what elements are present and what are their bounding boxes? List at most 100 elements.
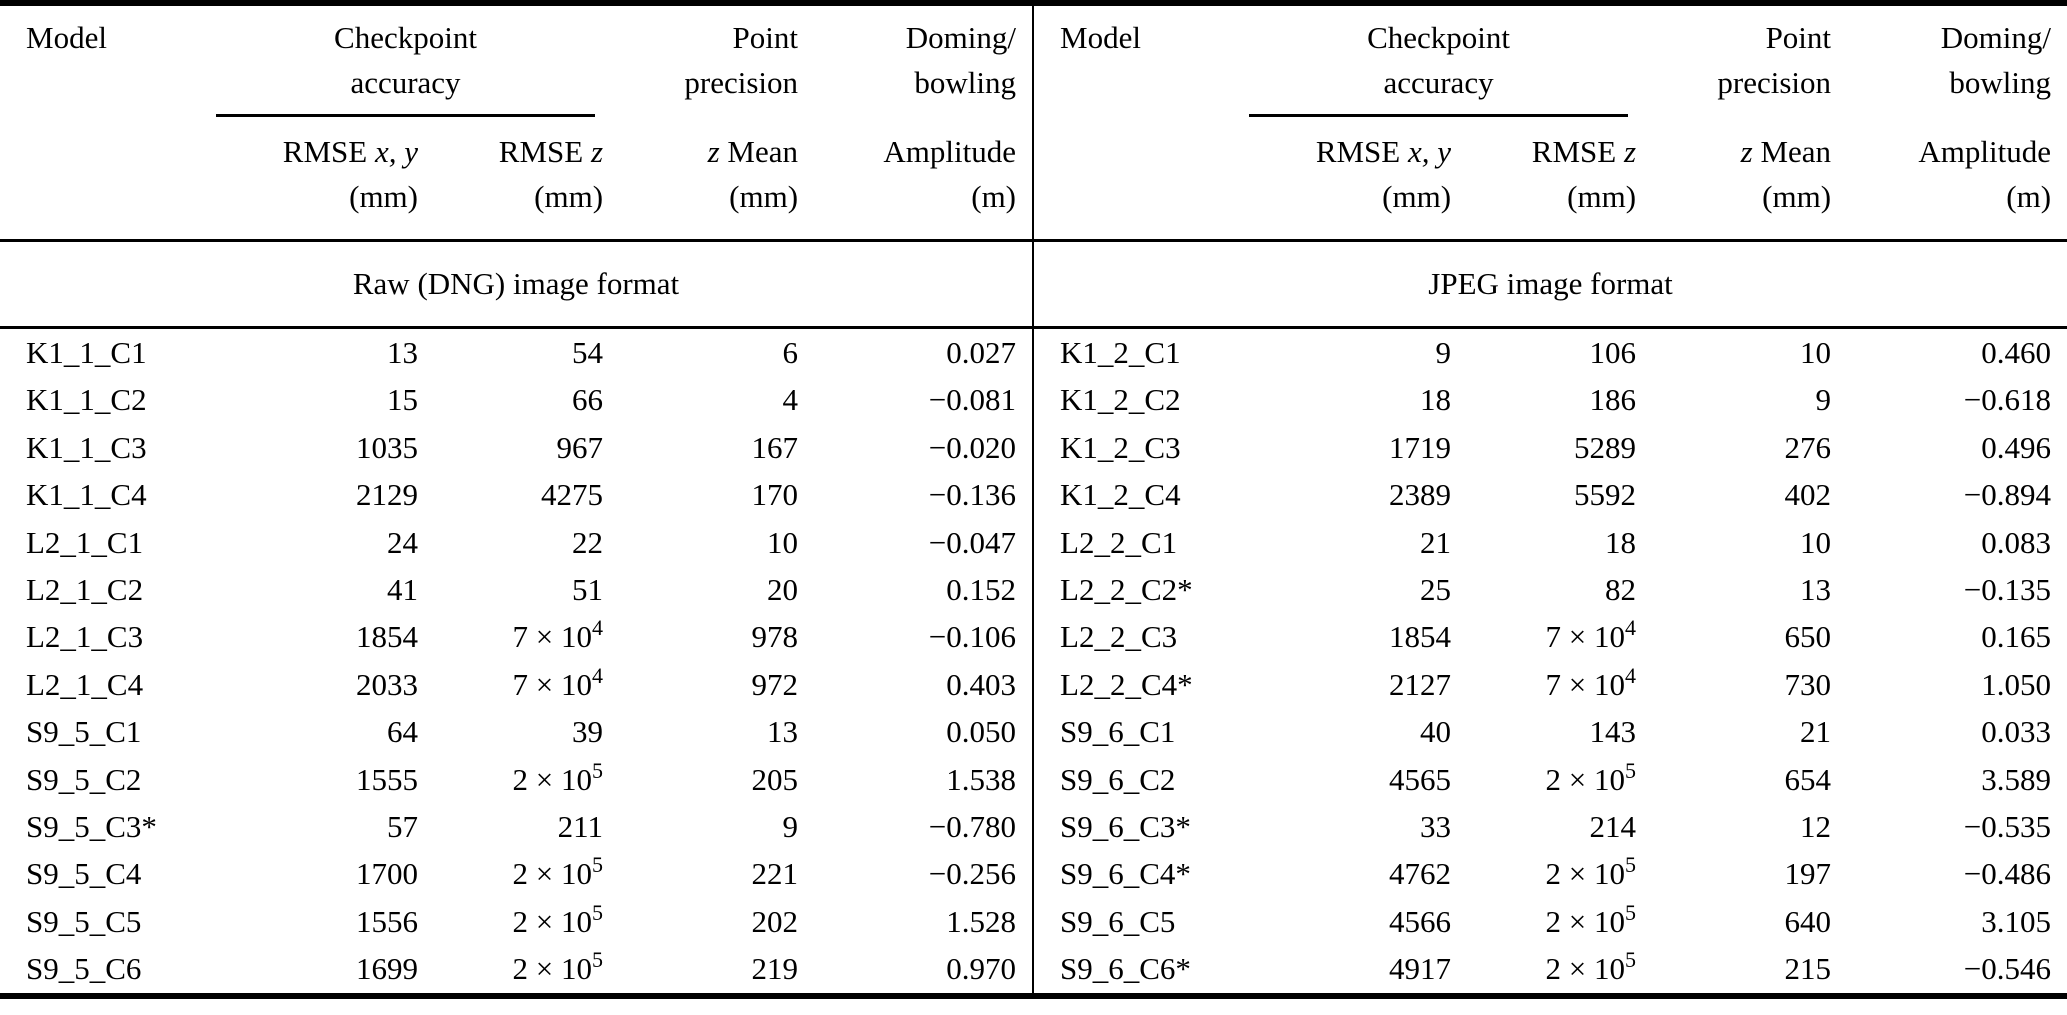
z-mean-cell: 4	[782, 382, 799, 418]
rmse-z-cell: 54	[572, 335, 604, 370]
amplitude-cell: 3.589	[1981, 761, 2052, 797]
table-row: L2_1_C3 1854 7 × 104 978 −0.106 L2_2_C3 1854 7 …	[0, 613, 2067, 661]
amplitude-cell: −0.546	[1963, 951, 2052, 987]
z-mean-cell: 730	[1784, 666, 1832, 702]
z-mean-cell: 640	[1784, 903, 1832, 939]
model-cell: L2_2_C1	[1060, 524, 1178, 560]
amplitude-cell: 0.033	[1981, 714, 2052, 750]
subheader-rmse-z-right: RMSE z (mm)	[1453, 117, 1638, 241]
rmse-xy-cell: 2389	[1389, 477, 1452, 513]
exponent: 4	[592, 662, 604, 688]
rmse-z-cell: 143	[1589, 714, 1637, 750]
model-cell: K1_2_C1	[1060, 335, 1181, 370]
amplitude-cell: −0.618	[1963, 382, 2052, 418]
z-mean-cell: 6	[782, 335, 799, 370]
z-mean-cell: 221	[751, 856, 799, 892]
model-cell: K1_2_C3	[1060, 429, 1181, 465]
amplitude-cell: 0.152	[800, 566, 1035, 614]
section-jpeg: JPEG image format	[1033, 239, 2067, 329]
rmse-z-cell: 186	[1589, 382, 1637, 418]
doming-line2: bowling	[1949, 65, 2052, 100]
rmse-z-cell: 967	[556, 429, 604, 465]
model-cell: L2_2_C4*	[1060, 666, 1193, 702]
table-row: K1_1_C3 1035 967 167 −0.020 K1_2_C3 1719 5289 27…	[0, 423, 2067, 472]
subheader-empty-right	[1033, 117, 1223, 241]
table-row: S9_5_C6 1699 2 × 105 219 0.970 S9_6_C6* 4917 2 …	[0, 945, 2067, 996]
z-mean-cell: 167	[751, 429, 799, 465]
rmse-xy-cell: 4917	[1389, 951, 1452, 987]
table-row: S9_5_C2 1555 2 × 105 205 1.538 S9_6_C2 4565 2 ×…	[0, 755, 2067, 804]
rmse-z-cell: 2 × 105	[512, 947, 604, 987]
exponent: 5	[592, 947, 604, 973]
model-cell: K1_2_C2	[1060, 382, 1181, 418]
z-mean-cell: 10	[1800, 524, 1832, 560]
model-cell: L2_1_C3	[26, 619, 144, 655]
point-line2: precision	[684, 65, 799, 100]
exponent: 5	[592, 757, 604, 783]
rmse-z-cell: 7 × 104	[1545, 662, 1637, 702]
amplitude-cell: −0.535	[1963, 809, 2052, 845]
table-row: K1_1_C1 13 54 6 0.027 K1_2_C1 9 106 10 0.460	[0, 327, 2067, 377]
model-cell: S9_5_C1	[26, 714, 142, 750]
exponent: 5	[1625, 852, 1637, 878]
z-mean-label: Mean	[1760, 134, 1832, 169]
unit-mm: (mm)	[1567, 179, 1637, 214]
header-checkpoint-accuracy-left: Checkpoint accuracy	[190, 3, 605, 117]
unit-mm: (mm)	[1382, 179, 1452, 214]
z-mean-cell: 654	[1784, 761, 1832, 797]
rmse-xy-cell: 4565	[1389, 761, 1452, 797]
rmse-z-cell: 2 × 105	[512, 852, 604, 892]
point-line2: precision	[1717, 65, 1832, 100]
checkpoint-line2: accuracy	[1383, 65, 1494, 100]
z-mean-cell: 13	[1800, 572, 1832, 608]
rmse-label: RMSE	[498, 134, 584, 169]
z-mean-cell: 978	[751, 619, 799, 655]
rmse-z-cell: 5592	[1574, 477, 1637, 513]
table-body: K1_1_C1 13 54 6 0.027 K1_2_C1 9 106 10 0.460 K1_1_…	[0, 327, 2067, 996]
header-point-precision-left: Point precision	[605, 3, 800, 117]
unit-mm: (mm)	[349, 179, 418, 214]
subheader-empty-left	[0, 117, 190, 241]
rmse-xy-cell: 25	[1420, 572, 1452, 608]
rmse-xy-cell: 1035	[356, 429, 418, 465]
exponent: 5	[592, 899, 604, 925]
model-cell: S9_5_C2	[26, 761, 142, 797]
table-row: S9_5_C1 64 39 13 0.050 S9_6_C1 40 143 21 0.033	[0, 708, 2067, 756]
model-cell: S9_5_C5	[26, 903, 142, 939]
rmse-xy-cell: 2127	[1389, 666, 1452, 702]
header-point-precision-right: Point precision	[1638, 3, 1833, 117]
model-cell: K1_1_C3	[26, 429, 147, 465]
amplitude-cell: −0.020	[800, 423, 1035, 472]
rmse-z-cell: 2 × 105	[1545, 757, 1637, 797]
header-row-groups: Model Checkpoint accuracy Point precisio…	[0, 3, 2067, 117]
z-mean-cell: 20	[767, 572, 799, 608]
subheader-z-mean-right: z Mean (mm)	[1638, 117, 1833, 241]
z-mean-cell: 170	[751, 477, 799, 513]
z-mean-cell: 13	[767, 714, 799, 750]
amplitude-cell: −0.780	[800, 803, 1035, 851]
rmse-z-cell: 7 × 104	[512, 615, 604, 655]
model-cell: L2_2_C2*	[1060, 572, 1193, 608]
rmse-xy-cell: 57	[387, 809, 418, 845]
rmse-z-math: z	[1623, 134, 1637, 169]
z-mean-cell: 12	[1800, 809, 1832, 845]
model-cell: S9_5_C4	[26, 856, 142, 892]
rmse-z-cell: 214	[1589, 809, 1637, 845]
rmse-z-cell: 2 × 105	[512, 757, 604, 797]
rmse-z-cell: 82	[1605, 572, 1637, 608]
checkpoint-line1: Checkpoint	[334, 20, 477, 55]
rmse-xy-cell: 40	[1420, 714, 1452, 750]
model-cell: S9_5_C3*	[26, 809, 157, 845]
table-row: K1_1_C4 2129 4275 170 −0.136 K1_2_C4 2389 5592 4…	[0, 471, 2067, 519]
z-mean-cell: 9	[1815, 382, 1832, 418]
amplitude-cell: 0.050	[800, 708, 1035, 756]
z-mean-cell: 650	[1784, 619, 1832, 655]
rmse-z-cell: 18	[1605, 524, 1637, 560]
checkpoint-line1: Checkpoint	[1367, 20, 1510, 55]
z-mean-cell: 197	[1784, 856, 1832, 892]
doming-line1: Doming/	[1940, 20, 2052, 55]
z-mean-cell: 215	[1784, 951, 1832, 987]
rmse-xy-cell: 33	[1420, 809, 1452, 845]
amplitude-cell: −0.106	[800, 613, 1035, 661]
model-cell: K1_2_C4	[1060, 477, 1181, 513]
